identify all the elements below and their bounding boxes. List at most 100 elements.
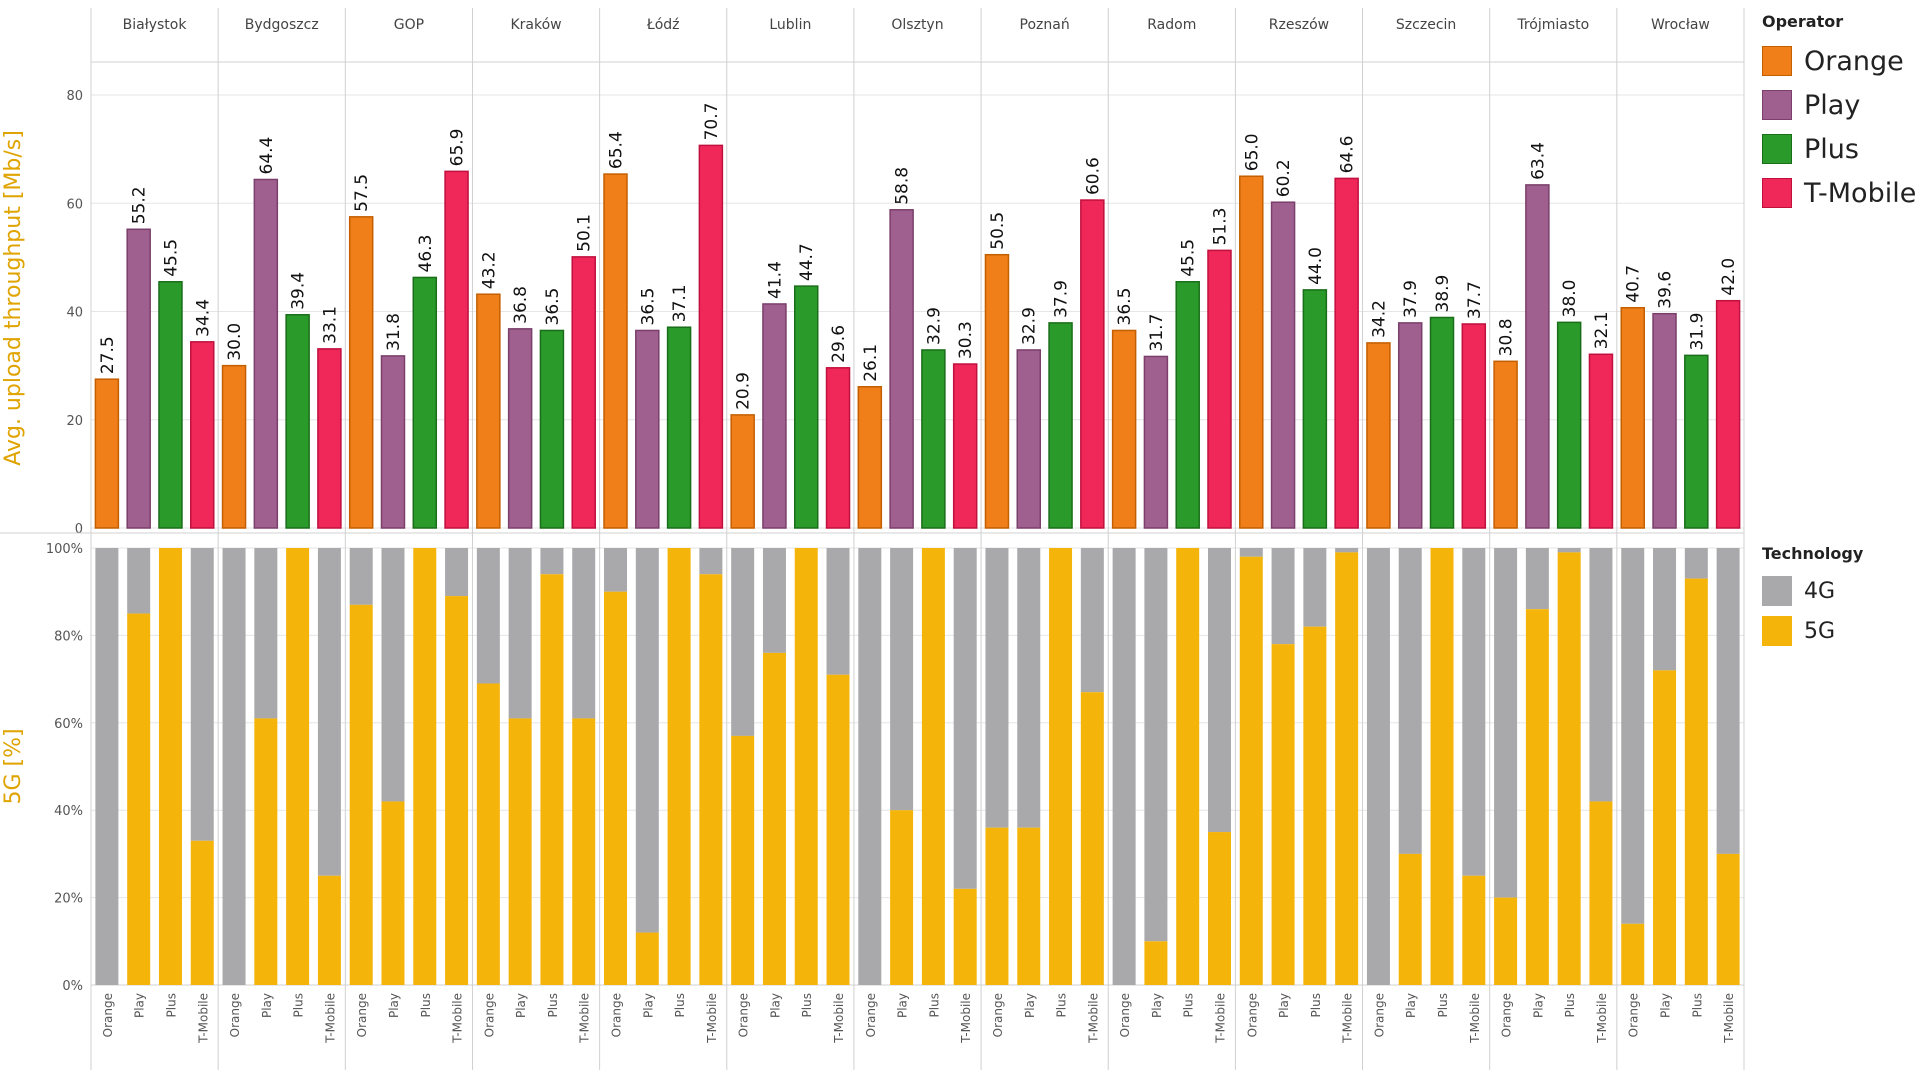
x-tick-label: Play xyxy=(514,993,528,1018)
data-label: 50.1 xyxy=(575,214,595,252)
x-tick-label: Orange xyxy=(864,993,878,1037)
bar-5g xyxy=(1684,578,1708,985)
x-tick-label: Play xyxy=(641,993,655,1018)
bar-5g xyxy=(445,596,469,985)
bar-4g xyxy=(1207,548,1231,833)
data-label: 34.2 xyxy=(1369,300,1389,338)
x-tick-label: Play xyxy=(768,993,782,1018)
throughput-bar xyxy=(190,341,215,529)
bar-5g xyxy=(985,827,1009,985)
throughput-bar xyxy=(348,216,374,529)
x-tick-label: Plus xyxy=(1690,993,1704,1017)
x-tick-label: T-Mobile xyxy=(578,993,592,1044)
throughput-bar xyxy=(825,367,851,529)
bar-5g xyxy=(127,613,151,985)
bar-5g xyxy=(1716,853,1740,985)
throughput-bar xyxy=(507,328,533,529)
city-header: Radom xyxy=(1147,17,1196,33)
x-tick-label: Plus xyxy=(1182,993,1196,1017)
data-label: 36.5 xyxy=(638,288,658,326)
data-label: 43.2 xyxy=(479,251,499,289)
x-tick-label: Orange xyxy=(1372,993,1386,1037)
x-tick-label: Plus xyxy=(927,993,941,1017)
bar-5g xyxy=(1239,556,1263,985)
bar-5g xyxy=(286,548,310,985)
bar-5g xyxy=(731,735,755,985)
bar-4g xyxy=(1366,548,1390,985)
x-tick-label: Orange xyxy=(1500,993,1514,1037)
data-label: 31.7 xyxy=(1147,314,1167,352)
bar-4g xyxy=(445,548,469,597)
y-axis-title-throughput: Avg. upload throughput [Mb/s] xyxy=(1,130,26,466)
city-header: Kraków xyxy=(510,17,561,33)
x-tick-label: T-Mobile xyxy=(1213,993,1227,1044)
bar-4g xyxy=(1398,548,1422,854)
bar-5g xyxy=(1144,941,1168,985)
data-label: 60.6 xyxy=(1083,157,1103,195)
throughput-bar xyxy=(1684,354,1709,529)
data-label: 65.4 xyxy=(607,131,627,169)
legend-item-plus: Plus xyxy=(1762,127,1916,171)
throughput-bar xyxy=(1207,249,1232,529)
legend-label-play: Play xyxy=(1804,89,1861,121)
throughput-bar xyxy=(317,348,342,529)
x-tick-label: Orange xyxy=(610,993,624,1037)
data-label: 51.3 xyxy=(1210,208,1230,246)
y-tick-label: 60% xyxy=(54,717,83,732)
bar-4g xyxy=(890,548,914,811)
legend-label-orange: Orange xyxy=(1804,45,1904,77)
throughput-bar xyxy=(1461,323,1487,529)
x-tick-label: Orange xyxy=(991,993,1005,1037)
data-label: 37.1 xyxy=(670,284,690,322)
x-tick-label: Plus xyxy=(419,993,433,1017)
bar-4g xyxy=(572,548,596,719)
y-tick-label: 40 xyxy=(66,306,83,321)
bar-5g xyxy=(1080,692,1104,985)
data-label: 40.7 xyxy=(1624,265,1644,303)
bar-5g xyxy=(1494,897,1518,985)
data-label: 58.8 xyxy=(893,167,913,205)
data-label: 64.6 xyxy=(1338,136,1358,174)
throughput-bar xyxy=(1016,349,1042,529)
data-label: 36.5 xyxy=(543,288,563,326)
bar-4g xyxy=(1303,548,1327,627)
technology-legend-title: Technology xyxy=(1762,544,1864,563)
throughput-bar xyxy=(603,173,628,529)
throughput-bar xyxy=(793,285,819,529)
data-label: 63.4 xyxy=(1528,142,1548,180)
throughput-bar xyxy=(1525,184,1550,529)
legend-item-play: Play xyxy=(1762,83,1916,127)
throughput-bar xyxy=(1334,177,1359,529)
x-tick-label: T-Mobile xyxy=(1341,993,1355,1044)
bar-4g xyxy=(349,548,373,605)
data-label: 32.9 xyxy=(924,307,944,345)
bar-4g xyxy=(508,548,532,719)
throughput-bar xyxy=(984,253,1010,529)
y-tick-label: 80 xyxy=(66,89,83,104)
throughput-bar xyxy=(571,256,596,529)
y-tick-label: 0% xyxy=(62,979,83,994)
x-tick-label: Plus xyxy=(292,993,306,1017)
data-label: 70.7 xyxy=(702,103,722,141)
y-tick-label: 80% xyxy=(54,629,83,644)
legend-item-orange: Orange xyxy=(1762,39,1916,83)
technology-legend: Technology 4G 5G xyxy=(1762,544,1863,651)
data-label: 64.4 xyxy=(257,137,277,175)
legend-swatch-5g xyxy=(1762,616,1792,646)
data-label: 38.9 xyxy=(1433,275,1453,313)
bar-4g xyxy=(762,548,786,653)
bar-4g xyxy=(1525,548,1549,610)
bar-5g xyxy=(1207,832,1231,985)
bar-5g xyxy=(1462,875,1486,985)
x-tick-label: Plus xyxy=(1563,993,1577,1017)
throughput-bar xyxy=(1048,322,1073,529)
throughput-bar xyxy=(1652,312,1677,529)
bar-5g xyxy=(190,840,214,985)
city-header: Białystok xyxy=(123,17,188,33)
data-label: 42.0 xyxy=(1719,258,1739,296)
x-tick-label: Plus xyxy=(673,993,687,1017)
bar-5g xyxy=(1398,853,1422,985)
city-header: Olsztyn xyxy=(891,17,943,33)
data-label: 45.5 xyxy=(161,239,181,277)
legend-label-5g: 5G xyxy=(1804,618,1836,644)
